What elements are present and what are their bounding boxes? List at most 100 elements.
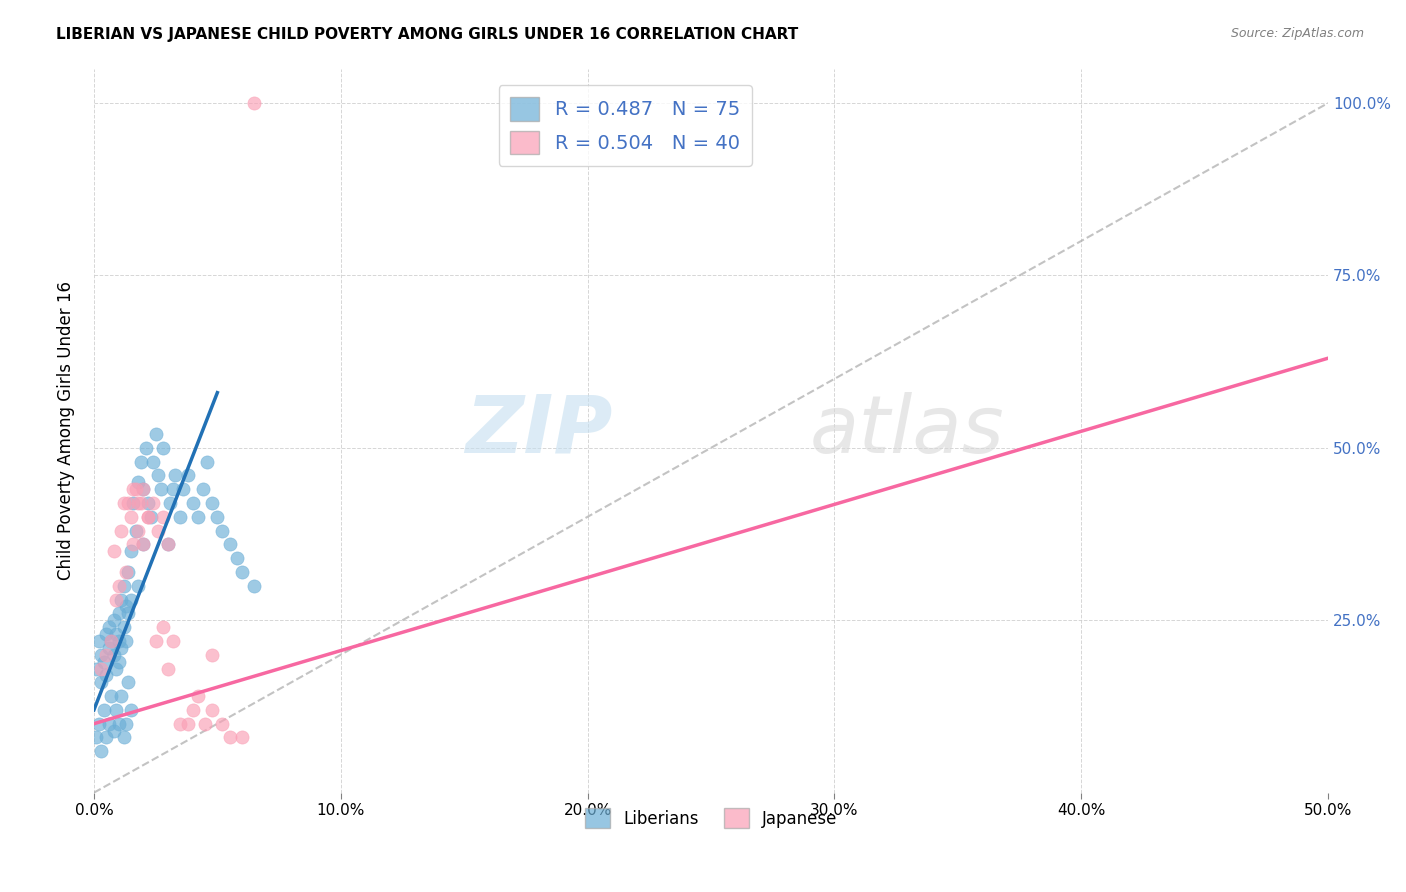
Point xyxy=(127,475,149,490)
Point xyxy=(132,482,155,496)
Point xyxy=(127,496,149,510)
Point xyxy=(96,668,118,682)
Point xyxy=(122,482,145,496)
Text: LIBERIAN VS JAPANESE CHILD POVERTY AMONG GIRLS UNDER 16 CORRELATION CHART: LIBERIAN VS JAPANESE CHILD POVERTY AMONG… xyxy=(56,27,799,42)
Point xyxy=(100,634,122,648)
Point xyxy=(110,640,132,655)
Point xyxy=(139,509,162,524)
Point xyxy=(211,716,233,731)
Point xyxy=(135,441,157,455)
Point xyxy=(132,537,155,551)
Point xyxy=(100,634,122,648)
Point xyxy=(103,544,125,558)
Point xyxy=(136,509,159,524)
Point xyxy=(107,655,129,669)
Point xyxy=(211,524,233,538)
Point xyxy=(125,482,148,496)
Point xyxy=(218,537,240,551)
Point xyxy=(243,579,266,593)
Point xyxy=(93,655,115,669)
Point xyxy=(112,496,135,510)
Point xyxy=(96,648,118,662)
Point xyxy=(90,744,112,758)
Point xyxy=(207,509,229,524)
Y-axis label: Child Poverty Among Girls Under 16: Child Poverty Among Girls Under 16 xyxy=(58,281,75,580)
Point xyxy=(152,620,174,634)
Point xyxy=(107,716,129,731)
Point xyxy=(120,703,142,717)
Legend: Liberians, Japanese: Liberians, Japanese xyxy=(578,801,844,835)
Point xyxy=(142,455,165,469)
Point xyxy=(152,509,174,524)
Point xyxy=(201,703,224,717)
Point xyxy=(162,634,184,648)
Point xyxy=(103,723,125,738)
Point xyxy=(226,551,249,566)
Point xyxy=(132,537,155,551)
Text: Source: ZipAtlas.com: Source: ZipAtlas.com xyxy=(1230,27,1364,40)
Point xyxy=(162,482,184,496)
Point xyxy=(181,703,204,717)
Point xyxy=(110,592,132,607)
Point xyxy=(122,496,145,510)
Point xyxy=(103,613,125,627)
Point xyxy=(117,607,139,621)
Point xyxy=(112,620,135,634)
Point xyxy=(115,565,138,579)
Point xyxy=(149,482,172,496)
Point xyxy=(169,509,191,524)
Point xyxy=(87,634,110,648)
Point xyxy=(117,496,139,510)
Point xyxy=(156,537,179,551)
Point xyxy=(146,468,169,483)
Point xyxy=(197,455,219,469)
Point xyxy=(201,496,224,510)
Point xyxy=(115,599,138,614)
Point xyxy=(115,716,138,731)
Point xyxy=(117,675,139,690)
Point xyxy=(105,592,128,607)
Point xyxy=(87,716,110,731)
Point xyxy=(105,703,128,717)
Point xyxy=(159,496,181,510)
Point xyxy=(112,731,135,745)
Point xyxy=(136,496,159,510)
Point xyxy=(93,703,115,717)
Point xyxy=(90,661,112,675)
Point xyxy=(110,524,132,538)
Point xyxy=(218,731,240,745)
Point xyxy=(145,634,167,648)
Point xyxy=(117,565,139,579)
Point xyxy=(243,95,266,110)
Point xyxy=(191,482,214,496)
Point xyxy=(97,640,120,655)
Point xyxy=(146,524,169,538)
Point xyxy=(90,648,112,662)
Point xyxy=(177,468,200,483)
Point xyxy=(194,716,217,731)
Point xyxy=(122,537,145,551)
Point xyxy=(181,496,204,510)
Point xyxy=(97,716,120,731)
Point xyxy=(132,482,155,496)
Point xyxy=(142,496,165,510)
Point xyxy=(90,675,112,690)
Point xyxy=(97,620,120,634)
Point xyxy=(152,441,174,455)
Point xyxy=(201,648,224,662)
Point xyxy=(127,524,149,538)
Point xyxy=(110,689,132,703)
Point xyxy=(156,537,179,551)
Point xyxy=(105,661,128,675)
Point xyxy=(96,627,118,641)
Point xyxy=(120,509,142,524)
Point xyxy=(103,648,125,662)
Point xyxy=(127,579,149,593)
Point xyxy=(112,579,135,593)
Point xyxy=(120,592,142,607)
Point xyxy=(177,716,200,731)
Point xyxy=(115,634,138,648)
Point xyxy=(172,482,194,496)
Point xyxy=(136,509,159,524)
Text: ZIP: ZIP xyxy=(465,392,612,469)
